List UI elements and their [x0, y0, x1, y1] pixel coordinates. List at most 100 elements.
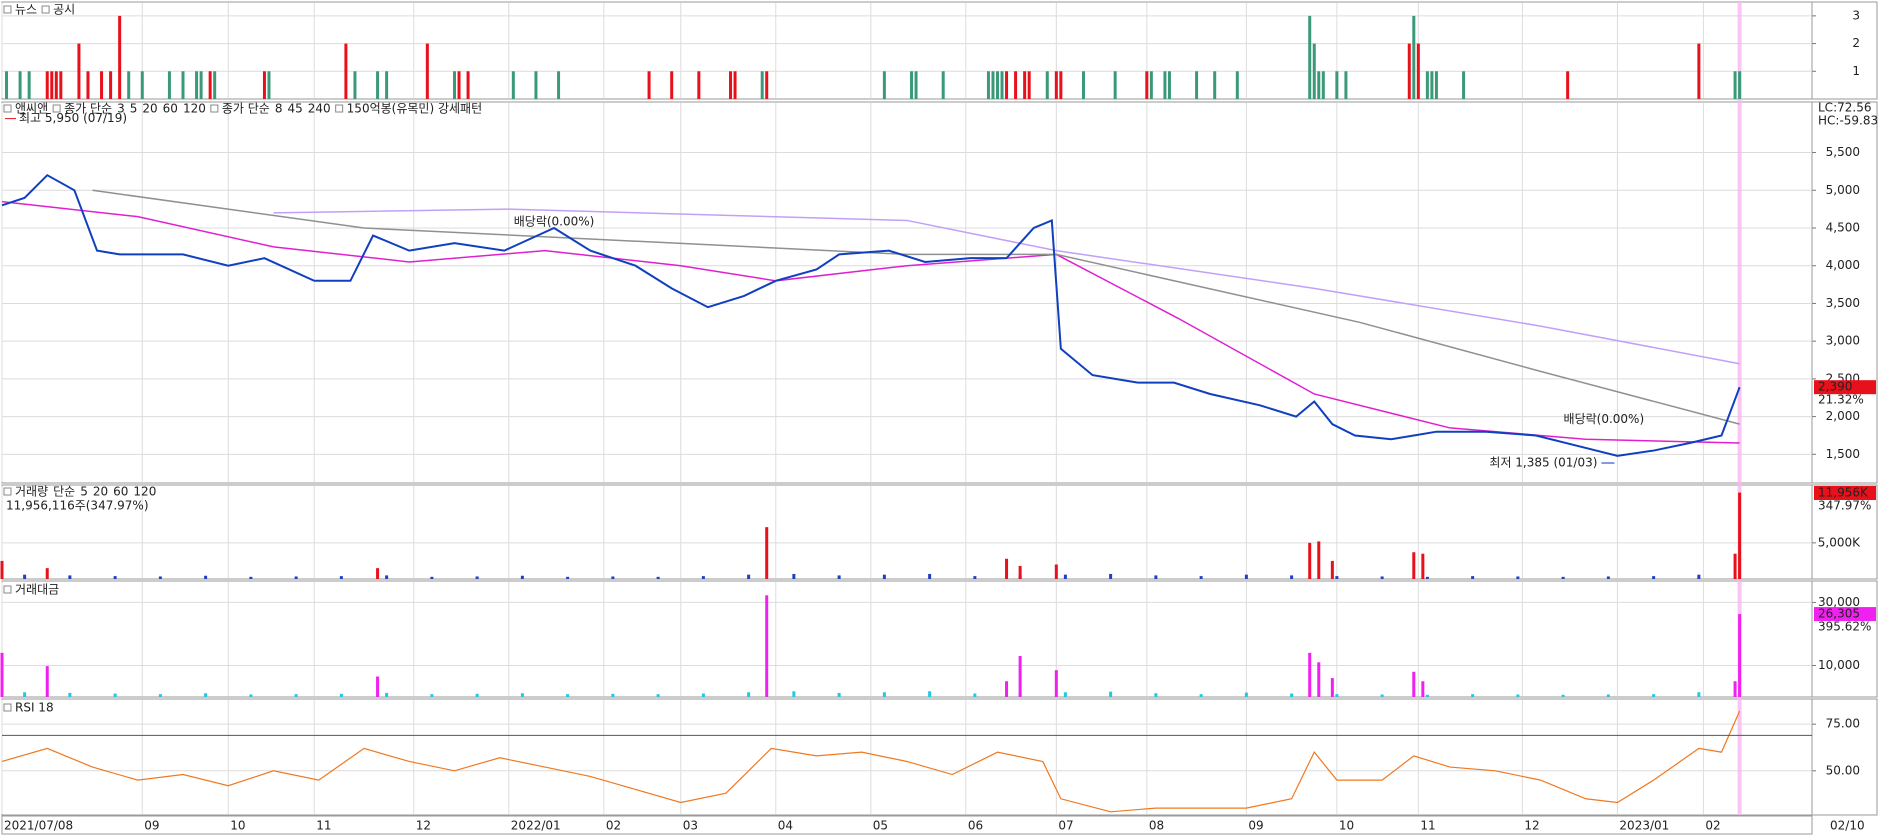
bar	[941, 71, 945, 99]
legend-entry: 8	[275, 102, 283, 116]
annotation: 최고 5,950 (07/19)	[19, 111, 127, 125]
bar	[208, 71, 212, 99]
bar	[86, 71, 90, 99]
bar	[1063, 574, 1067, 579]
bar	[453, 71, 456, 99]
bar	[475, 693, 479, 697]
x-tick-label: 12	[1524, 819, 1539, 833]
x-tick-label: 10	[230, 819, 245, 833]
bar	[566, 694, 570, 697]
legend-marker	[3, 585, 12, 594]
bar	[1054, 71, 1058, 99]
y-tick-label: 4,500	[1826, 220, 1860, 234]
bar	[1335, 576, 1339, 579]
bar	[100, 71, 104, 99]
bar	[1697, 692, 1701, 697]
last-change-label: 347.97%	[1818, 499, 1871, 513]
bar	[837, 692, 841, 697]
bar	[1000, 71, 1004, 99]
pattern-label: 150억봉(유목민) 강세패턴	[347, 102, 482, 116]
annotation: 배당락(0.00%)	[1564, 412, 1645, 426]
x-tick-label: 06	[968, 819, 983, 833]
bar	[457, 71, 461, 99]
bar	[1145, 71, 1149, 99]
bar	[1738, 492, 1742, 579]
bar	[1425, 71, 1429, 99]
bar	[45, 71, 49, 99]
x-tick-label: 08	[1149, 819, 1164, 833]
bar	[765, 595, 769, 697]
bar	[339, 693, 343, 697]
legend-entry: 60	[163, 102, 178, 116]
bar	[376, 71, 380, 99]
bar	[1462, 71, 1466, 99]
axis-frame	[1811, 484, 1878, 580]
bar	[1738, 614, 1742, 697]
bar	[882, 692, 886, 697]
bar	[973, 576, 977, 579]
bar	[1330, 560, 1334, 579]
y-tick-label: 10,000	[1818, 658, 1860, 672]
bar	[747, 692, 751, 697]
bar	[1425, 694, 1429, 697]
bar	[109, 71, 113, 99]
bar	[611, 693, 615, 697]
bar	[158, 694, 162, 697]
bar	[986, 71, 990, 99]
bar	[973, 693, 977, 697]
bar	[0, 652, 4, 697]
bar	[204, 693, 208, 697]
bar	[430, 694, 434, 697]
bar	[837, 575, 841, 579]
bar	[1149, 71, 1153, 99]
bar	[1199, 576, 1203, 579]
last-value-label: 26,305	[1818, 607, 1860, 621]
x-tick-label: 09	[144, 819, 159, 833]
bar	[928, 691, 932, 697]
x-tick-label: 11	[316, 819, 331, 833]
bar	[1063, 692, 1067, 697]
bar	[1697, 43, 1701, 99]
y-tick-label: 5,000	[1826, 183, 1860, 197]
bar	[294, 576, 298, 579]
bar	[1321, 71, 1325, 99]
legend-entry: 20	[93, 485, 108, 499]
legend-entry: 공시	[53, 3, 75, 17]
axis-frame	[1811, 580, 1878, 698]
bar	[1434, 71, 1438, 99]
legend-entry: 뉴스	[15, 3, 37, 17]
bar	[670, 71, 674, 99]
hc-label: HC:-59.83	[1818, 114, 1878, 128]
bar	[656, 576, 660, 579]
bar	[701, 576, 705, 579]
bar	[882, 574, 886, 579]
y-tick-label: 1,500	[1826, 447, 1860, 461]
x-tick-label: 07	[1058, 819, 1073, 833]
bar	[1018, 656, 1022, 697]
y-tick-label: 3,500	[1826, 296, 1860, 310]
legend-label: 단순	[53, 485, 75, 499]
bar	[1235, 71, 1239, 99]
bar	[1308, 542, 1312, 579]
bar	[1018, 565, 1022, 579]
x-tick-label: 09	[1248, 819, 1263, 833]
bar	[1005, 558, 1009, 579]
bar	[566, 576, 570, 579]
y-tick-label: 3,000	[1826, 334, 1860, 348]
bar	[1054, 670, 1058, 697]
moving-average-line	[92, 189, 1740, 425]
legend-entry: 5	[80, 485, 88, 499]
bar	[1471, 694, 1475, 697]
bar	[1561, 694, 1565, 697]
bar	[1199, 694, 1203, 697]
bar	[1652, 694, 1656, 697]
bar	[1244, 692, 1248, 697]
bar	[294, 694, 298, 697]
bar	[611, 576, 615, 579]
x-tick-label: 2022/01	[511, 819, 561, 833]
bar	[701, 693, 705, 697]
bar	[425, 43, 429, 99]
x-tick-label: 12	[416, 819, 431, 833]
current-date: 02/10	[1830, 819, 1865, 833]
